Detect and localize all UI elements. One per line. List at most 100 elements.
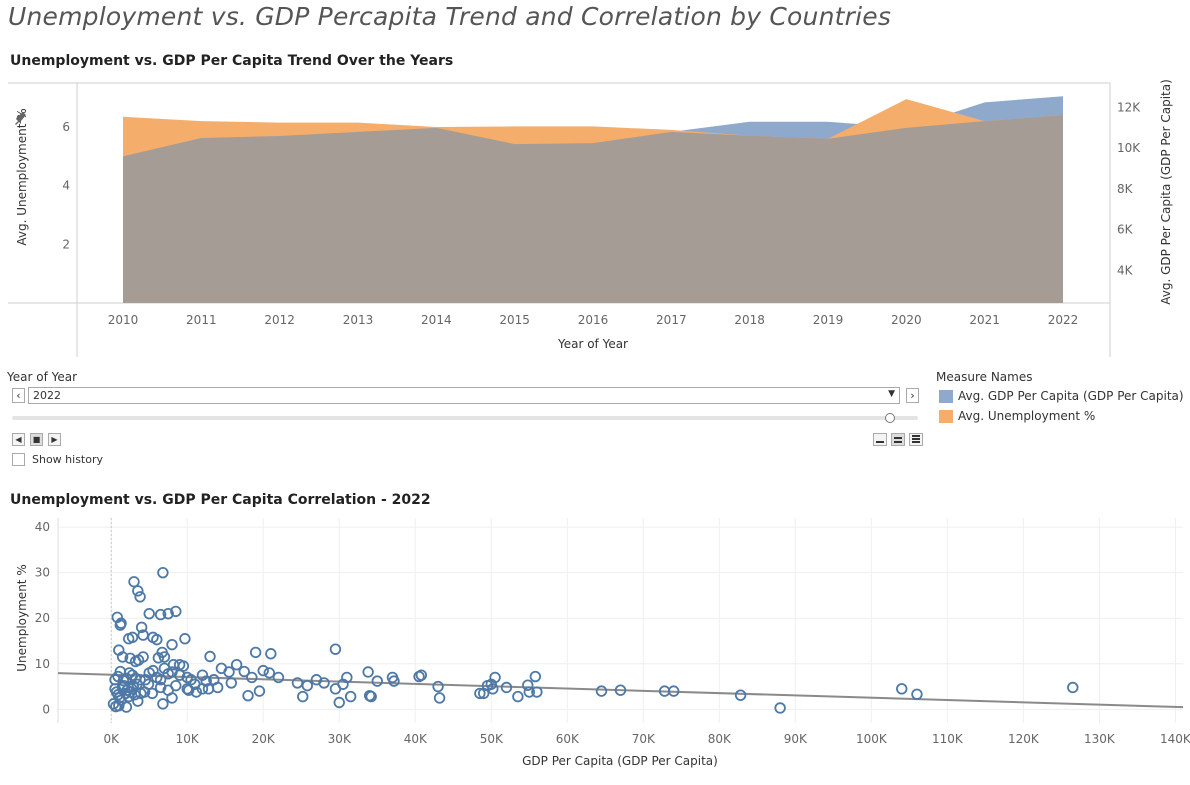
year-slider-handle[interactable] — [885, 413, 895, 423]
chevron-down-icon[interactable]: ▼ — [888, 389, 895, 399]
scatter-point — [134, 591, 146, 603]
right-axis-tick-label: 12K — [1117, 100, 1141, 114]
x-axis-tick-label: 2021 — [969, 313, 1000, 327]
scatter-point — [179, 633, 191, 645]
scatter-point — [142, 678, 155, 690]
speed-fast-icon[interactable] — [909, 433, 923, 446]
scatter-point — [371, 675, 383, 687]
stop-icon[interactable]: ■ — [30, 433, 43, 446]
area-y2-axis-title: Avg. GDP Per Capita (GDP Per Capita) — [1159, 80, 1173, 305]
legend-swatch-gdp — [939, 390, 953, 403]
scatter-point — [365, 690, 377, 703]
left-axis-tick-label: 6 — [62, 120, 70, 134]
scatter-point — [253, 685, 266, 697]
step-back-icon[interactable]: ◀ — [12, 433, 25, 446]
scatter-point — [223, 666, 235, 678]
play-icon[interactable]: ▶ — [48, 433, 61, 446]
scatter-point — [196, 683, 209, 695]
scatter-point — [157, 566, 169, 579]
scatter-x-tick-label: 50K — [480, 732, 504, 746]
scatter-point — [131, 678, 143, 690]
scatter-x-axis-title: GDP Per Capita (GDP Per Capita) — [522, 754, 718, 768]
area-y-axis-title: Avg. Unemployment % — [15, 108, 29, 245]
scatter-point — [211, 681, 224, 694]
scatter-x-tick-label: 100K — [856, 732, 888, 746]
legend-label-unemployment[interactable]: Avg. Unemployment % — [958, 409, 1096, 423]
chevron-left-icon[interactable]: ‹ — [12, 388, 25, 403]
scatter-x-tick-label: 110K — [932, 732, 964, 746]
scatter-point — [487, 683, 499, 695]
scatter-point — [126, 631, 139, 644]
right-axis-tick-label: 6K — [1117, 223, 1134, 237]
scatter-point — [170, 605, 182, 618]
x-axis-tick-label: 2012 — [264, 313, 295, 327]
page-title: Unemployment vs. GDP Percapita Trend and… — [8, 2, 892, 31]
area-chart-title: Unemployment vs. GDP Per Capita Trend Ov… — [10, 53, 454, 69]
scatter-y-axis-title: Unemployment % — [15, 564, 29, 671]
x-axis-tick-label: 2017 — [656, 313, 687, 327]
scatter-point — [204, 650, 216, 663]
correlation-scatter-chart: 0 10 20 30 40 0K 10K 20K 30K 40K 50K 60K 70K 80K 90K 10… — [15, 518, 1190, 768]
area-x-axis-title: Year of Year — [557, 337, 628, 351]
x-axis-tick-label: 2015 — [499, 313, 530, 327]
scatter-x-tick-label: 80K — [708, 732, 732, 746]
scatter-trend-line — [57, 672, 1184, 709]
left-axis-tick-label: 4 — [62, 179, 70, 193]
scatter-point — [362, 666, 374, 678]
year-dropdown[interactable]: 2022 ▼ — [28, 387, 900, 404]
scatter-point — [117, 674, 130, 687]
x-axis-tick-label: 2014 — [421, 313, 452, 327]
scatter-point — [344, 690, 357, 703]
scatter-point — [137, 651, 149, 663]
scatter-point — [341, 671, 353, 684]
scatter-point — [146, 687, 158, 700]
year-filter-title: Year of Year — [7, 370, 78, 384]
scatter-point — [132, 585, 144, 597]
scatter-point — [116, 651, 129, 663]
scatter-point — [249, 646, 262, 659]
show-history-label: Show history — [32, 453, 104, 466]
scatter-x-tick-label: 60K — [556, 732, 580, 746]
speed-medium-icon[interactable] — [891, 433, 905, 446]
scatter-x-tick-label: 40K — [404, 732, 428, 746]
legend-label-gdp[interactable]: Avg. GDP Per Capita (GDP Per Capita) — [958, 389, 1184, 403]
scatter-point — [151, 633, 163, 646]
scatter-y-tick-label: 40 — [35, 520, 50, 534]
scatter-point — [135, 621, 148, 634]
show-history-checkbox[interactable] — [12, 453, 25, 466]
scatter-point — [388, 675, 400, 687]
scatter-point — [318, 677, 330, 689]
year-slider-track[interactable] — [12, 416, 918, 420]
chevron-right-icon[interactable]: › — [906, 388, 919, 403]
scatter-point — [154, 681, 167, 694]
scatter-point — [154, 608, 167, 621]
scatter-point — [225, 677, 238, 689]
scatter-point — [129, 689, 141, 701]
scatter-point — [230, 658, 243, 671]
trend-area-chart: 2 4 6 4K 6K 8K 10K 12K 2010 2011 2012 2013 2014 2015 2… — [8, 80, 1173, 357]
scatter-x-tick-label: 120K — [1008, 732, 1040, 746]
scatter-y-tick-label: 20 — [35, 611, 50, 625]
scatter-point — [595, 685, 608, 697]
x-axis-tick-label: 2016 — [578, 313, 609, 327]
scatter-point — [522, 679, 534, 691]
year-dropdown-value: 2022 — [33, 389, 61, 402]
scatter-x-tick-label: 10K — [176, 732, 200, 746]
scatter-y-tick-label: 10 — [35, 657, 50, 671]
scatter-point — [333, 696, 345, 709]
scatter-point — [170, 679, 182, 692]
scatter-point — [238, 665, 250, 678]
scatter-point — [113, 699, 125, 712]
scatter-point — [177, 660, 190, 672]
scatter-point — [301, 679, 314, 692]
scatter-point — [774, 702, 786, 714]
overlap-area — [123, 115, 1063, 303]
speed-slow-icon[interactable] — [873, 433, 887, 446]
scatter-point — [415, 669, 428, 681]
scatter-point — [166, 692, 178, 704]
scatter-point — [433, 692, 446, 704]
x-axis-tick-label: 2019 — [813, 313, 844, 327]
x-axis-tick-label: 2018 — [734, 313, 765, 327]
scatter-point — [257, 664, 269, 677]
scatter-point — [265, 648, 277, 660]
